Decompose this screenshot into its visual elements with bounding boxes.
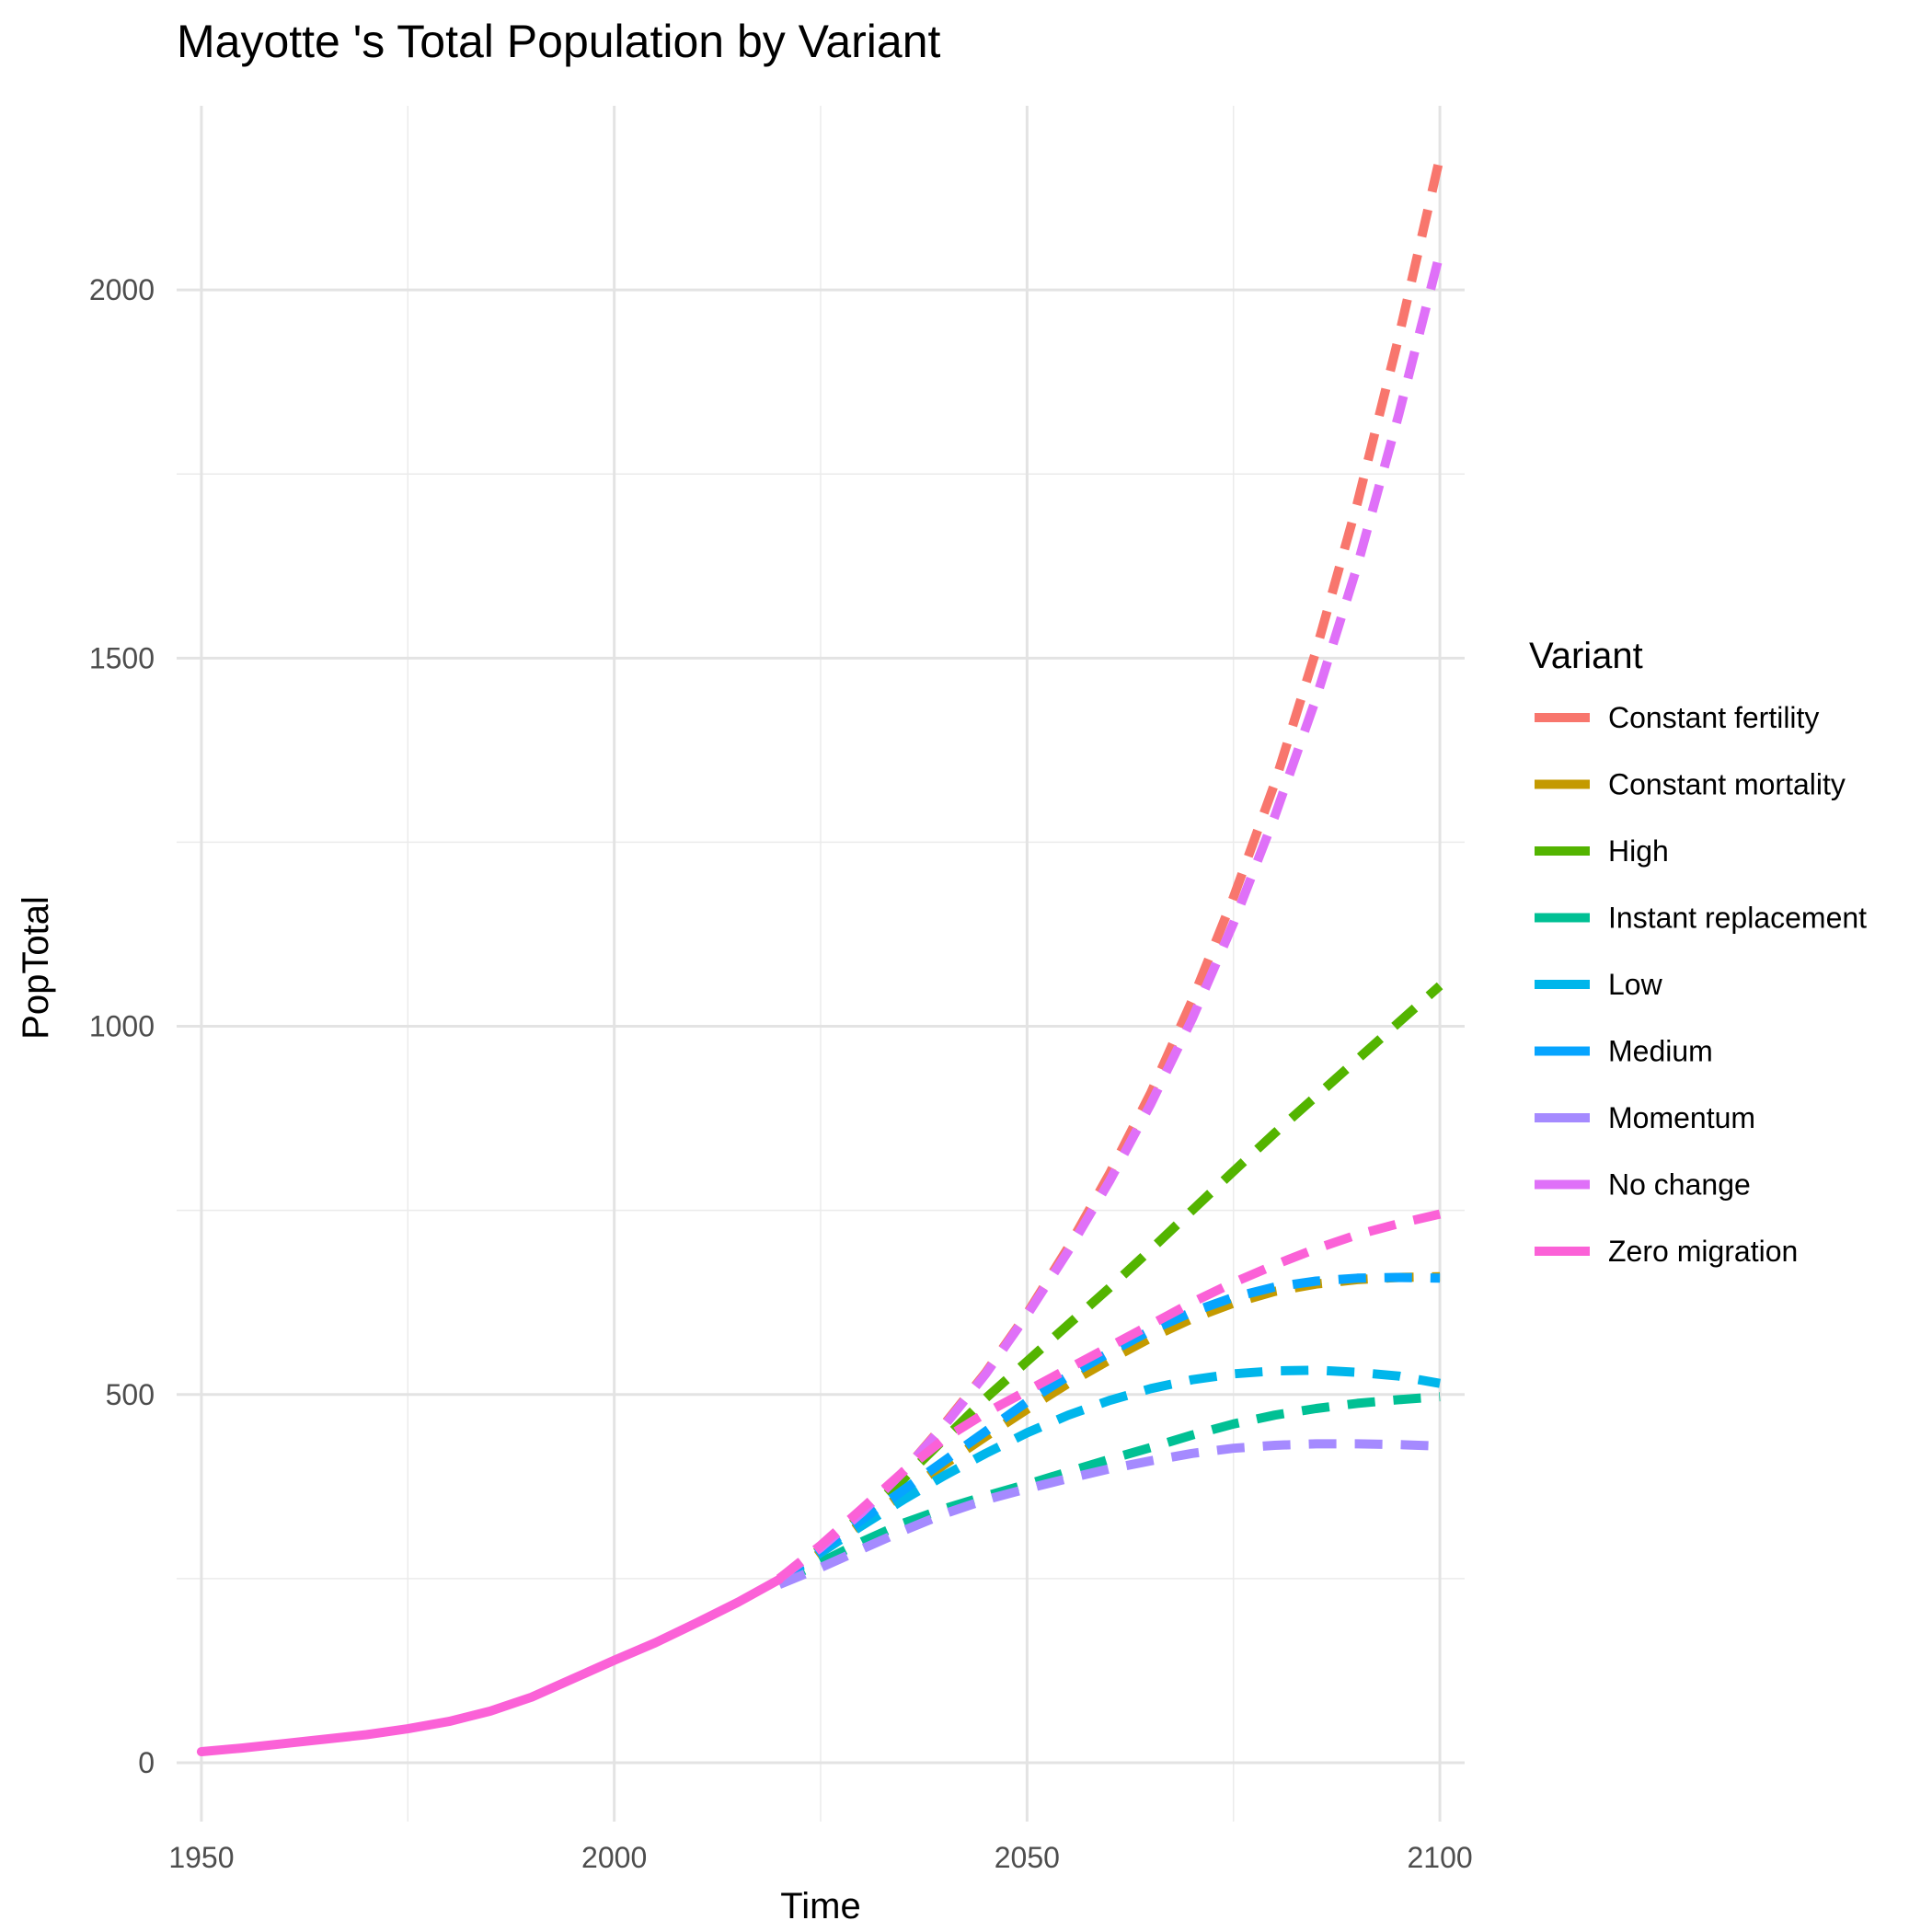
y-axis-title: PopTotal	[16, 896, 56, 1040]
x-tick-label: 2100	[1407, 1841, 1472, 1874]
x-tick-label: 2050	[995, 1841, 1060, 1874]
y-axis-ticks: 0 500 1000 1500 2000	[89, 273, 155, 1779]
y-tick-label: 2000	[89, 273, 155, 306]
x-axis-title: Time	[780, 1886, 860, 1926]
historical-line	[196, 1574, 785, 1756]
x-tick-label: 2000	[581, 1841, 647, 1874]
x-axis-ticks: 1950 2000 2050 2100	[168, 1841, 1472, 1874]
series-line-instant-replacement	[776, 1392, 1441, 1587]
series-line-momentum	[777, 1439, 1441, 1589]
x-tick-label: 1950	[168, 1841, 234, 1874]
legend-label: Low	[1608, 968, 1663, 1001]
legend-label: Medium	[1608, 1035, 1713, 1068]
series-line-no-change	[776, 251, 1444, 1582]
y-tick-label: 0	[138, 1746, 155, 1779]
y-tick-label: 1000	[89, 1010, 155, 1043]
y-tick-label: 1500	[89, 641, 155, 674]
legend-label: Constant fertility	[1608, 701, 1819, 734]
legend-label: No change	[1608, 1168, 1751, 1202]
legend-label: Instant replacement	[1608, 902, 1867, 935]
y-tick-label: 500	[106, 1378, 155, 1411]
legend-label: Constant mortality	[1608, 768, 1846, 801]
chart-title: Mayotte 's Total Population by Variant	[177, 16, 941, 67]
legend-items: Constant fertility Constant mortality High…	[1535, 701, 1867, 1268]
legend: Variant Constant fertility Constant morta…	[1529, 636, 1867, 1268]
series-layer	[196, 155, 1444, 1756]
legend-title: Variant	[1529, 636, 1643, 676]
series-line-zero-migration	[776, 1209, 1442, 1582]
series-line-constant-fertility	[776, 155, 1444, 1582]
legend-label: Momentum	[1608, 1101, 1755, 1134]
series-line-low	[776, 1365, 1441, 1585]
legend-label: Zero migration	[1608, 1235, 1798, 1268]
legend-label: High	[1608, 834, 1669, 868]
grid	[177, 106, 1465, 1822]
